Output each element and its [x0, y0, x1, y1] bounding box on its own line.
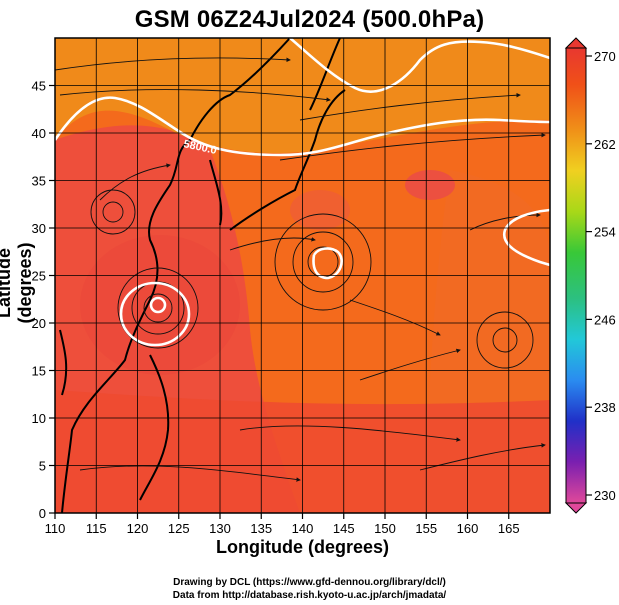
height-contour [55, 38, 550, 347]
x-tick-label: 130 [209, 521, 231, 536]
y-tick-label: 20 [32, 316, 46, 331]
colorbar: 270 262 254 246 238 230 [564, 37, 616, 514]
x-tick-label: 125 [168, 521, 190, 536]
x-axis: 110 115 120 125 130 135 140 145 150 155 160 165 [45, 513, 520, 536]
colorbar-tick-label: 246 [594, 312, 616, 327]
x-tick-label: 140 [292, 521, 314, 536]
x-tick-label: 160 [457, 521, 479, 536]
chart-title: GSM 06Z24Jul2024 (500.0hPa) [134, 6, 485, 33]
streamlines [55, 57, 546, 482]
colorbar-tick-label: 230 [594, 488, 616, 503]
y-tick-label: 5 [39, 459, 46, 474]
gridlines [55, 38, 550, 513]
credit-drawing: Drawing by DCL (https://www.gfd-dennou.o… [173, 577, 446, 588]
colorbar-tick-label: 254 [594, 225, 616, 240]
x-tick-label: 120 [127, 521, 149, 536]
y-axis-title: Latitude (degrees) [0, 242, 35, 324]
x-tick-label: 115 [86, 521, 107, 536]
y-tick-label: 35 [32, 174, 46, 189]
y-tick-label: 40 [32, 126, 46, 141]
y-axis: 0 5 10 15 20 25 30 35 40 45 [32, 79, 55, 521]
colorbar-top-arrow [564, 37, 588, 49]
y-tick-label: 15 [32, 364, 46, 379]
colorbar-tick-label: 270 [594, 49, 616, 64]
y-tick-label: 25 [32, 269, 46, 284]
credit-data: Data from http://database.rish.kyoto-u.a… [172, 590, 447, 601]
y-tick-label: 0 [39, 506, 46, 521]
coastlines [59, 38, 346, 513]
x-tick-label: 155 [415, 521, 437, 536]
colorbar-tick-label: 262 [594, 137, 616, 152]
y-tick-label: 30 [32, 221, 46, 236]
y-tick-label: 45 [32, 79, 46, 94]
x-axis-title: Longitude (degrees) [215, 537, 389, 557]
x-tick-label: 135 [250, 521, 272, 536]
x-tick-label: 145 [333, 521, 355, 536]
colorbar-scale [565, 47, 587, 504]
colorbar-bottom-arrow [564, 502, 588, 514]
y-tick-label: 10 [32, 411, 46, 426]
x-tick-label: 165 [498, 521, 520, 536]
x-tick-label: 150 [374, 521, 396, 536]
colorbar-tick-label: 238 [594, 400, 616, 415]
x-tick-label: 110 [45, 521, 66, 536]
